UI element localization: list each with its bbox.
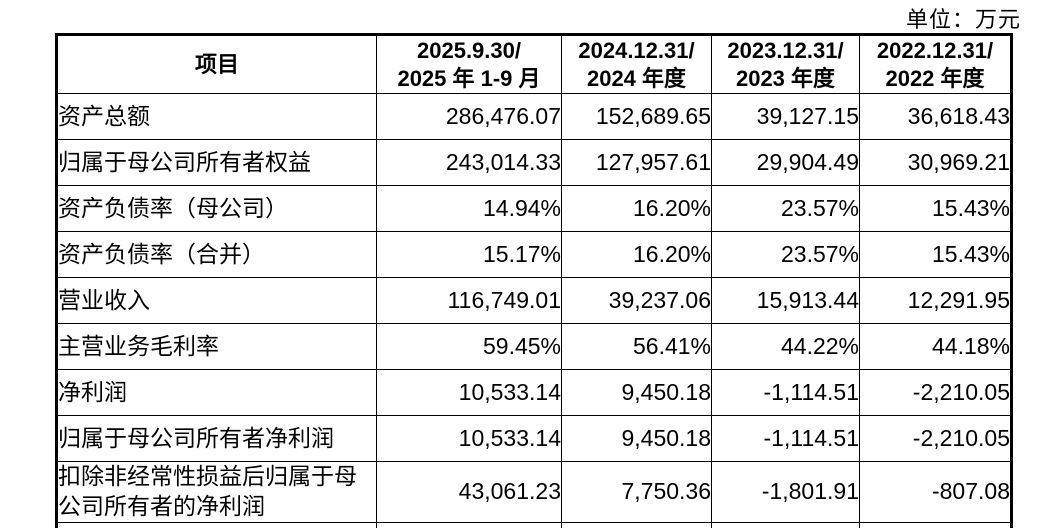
cell-value: 286,476.07 bbox=[376, 93, 562, 140]
cell-value: 56.41% bbox=[561, 323, 712, 370]
row-label bbox=[56, 521, 377, 528]
cell-value: 44.18% bbox=[859, 323, 1012, 370]
cell-value: 15.17% bbox=[376, 231, 562, 278]
financial-summary-table: 项目 2025.9.30/ 2025 年 1-9 月 2024.12.31/ 2… bbox=[55, 33, 1013, 528]
cell-value: 116,749.01 bbox=[376, 277, 562, 324]
cell-value: 36,618.43 bbox=[859, 93, 1012, 140]
cell-value: 16.20% bbox=[561, 185, 712, 232]
row-label: 扣除非经常性损益后归属于母公司所有者的净利润 bbox=[56, 461, 377, 523]
cell-value bbox=[859, 521, 1012, 528]
cell-value: -1,114.51 bbox=[711, 415, 860, 462]
header-item: 项目 bbox=[56, 34, 377, 94]
cell-value: 7,750.36 bbox=[561, 461, 712, 523]
row-label: 营业收入 bbox=[56, 277, 377, 324]
table-row: 净利润 10,533.14 9,450.18 -1,114.51 -2,210.… bbox=[56, 369, 1012, 416]
row-label: 资产负债率（母公司） bbox=[56, 185, 377, 232]
header-row: 项目 2025.9.30/ 2025 年 1-9 月 2024.12.31/ 2… bbox=[56, 34, 1012, 94]
table-row: 资产负债率（母公司） 14.94% 16.20% 23.57% 15.43% bbox=[56, 185, 1012, 232]
cell-value: 9,450.18 bbox=[561, 369, 712, 416]
cell-value bbox=[376, 521, 562, 528]
cell-value bbox=[561, 521, 712, 528]
cell-value bbox=[711, 521, 860, 528]
table-row-clipped bbox=[56, 521, 1012, 528]
cell-value: -807.08 bbox=[859, 461, 1012, 523]
cell-value: 15.43% bbox=[859, 231, 1012, 278]
cell-value: 9,450.18 bbox=[561, 415, 712, 462]
cell-value: -1,801.91 bbox=[711, 461, 860, 523]
table-row: 资产负债率（合并） 15.17% 16.20% 23.57% 15.43% bbox=[56, 231, 1012, 278]
cell-value: 59.45% bbox=[376, 323, 562, 370]
cell-value: 243,014.33 bbox=[376, 139, 562, 186]
header-period-2024: 2024.12.31/ 2024 年度 bbox=[561, 34, 712, 94]
cell-value: 29,904.49 bbox=[711, 139, 860, 186]
row-label: 资产总额 bbox=[56, 93, 377, 140]
cell-value: 39,127.15 bbox=[711, 93, 860, 140]
row-label: 归属于母公司所有者净利润 bbox=[56, 415, 377, 462]
table-row: 主营业务毛利率 59.45% 56.41% 44.22% 44.18% bbox=[56, 323, 1012, 370]
table-header: 项目 2025.9.30/ 2025 年 1-9 月 2024.12.31/ 2… bbox=[56, 34, 1012, 94]
cell-value: 39,237.06 bbox=[561, 277, 712, 324]
cell-value: -2,210.05 bbox=[859, 369, 1012, 416]
cell-value: 152,689.65 bbox=[561, 93, 712, 140]
cell-value: 23.57% bbox=[711, 231, 860, 278]
row-label: 归属于母公司所有者权益 bbox=[56, 139, 377, 186]
cell-value: 12,291.95 bbox=[859, 277, 1012, 324]
table-row: 归属于母公司所有者权益 243,014.33 127,957.61 29,904… bbox=[56, 139, 1012, 186]
cell-value: 10,533.14 bbox=[376, 369, 562, 416]
table-row: 扣除非经常性损益后归属于母公司所有者的净利润 43,061.23 7,750.3… bbox=[56, 461, 1012, 523]
cell-value: 43,061.23 bbox=[376, 461, 562, 523]
cell-value: 30,969.21 bbox=[859, 139, 1012, 186]
cell-value: -2,210.05 bbox=[859, 415, 1012, 462]
cell-value: 10,533.14 bbox=[376, 415, 562, 462]
cell-value: 15,913.44 bbox=[711, 277, 860, 324]
row-label: 资产负债率（合并） bbox=[56, 231, 377, 278]
header-period-2023: 2023.12.31/ 2023 年度 bbox=[711, 34, 860, 94]
row-label: 主营业务毛利率 bbox=[56, 323, 377, 370]
cell-value: -1,114.51 bbox=[711, 369, 860, 416]
row-label: 净利润 bbox=[56, 369, 377, 416]
cell-value: 23.57% bbox=[711, 185, 860, 232]
header-period-2022: 2022.12.31/ 2022 年度 bbox=[859, 34, 1012, 94]
cell-value: 15.43% bbox=[859, 185, 1012, 232]
header-period-2025: 2025.9.30/ 2025 年 1-9 月 bbox=[376, 34, 562, 94]
table-body: 资产总额 286,476.07 152,689.65 39,127.15 36,… bbox=[56, 93, 1012, 528]
cell-value: 16.20% bbox=[561, 231, 712, 278]
table-row: 营业收入 116,749.01 39,237.06 15,913.44 12,2… bbox=[56, 277, 1012, 324]
cell-value: 14.94% bbox=[376, 185, 562, 232]
table-row: 归属于母公司所有者净利润 10,533.14 9,450.18 -1,114.5… bbox=[56, 415, 1012, 462]
cell-value: 44.22% bbox=[711, 323, 860, 370]
unit-label: 单位：万元 bbox=[905, 7, 1021, 32]
table-row: 资产总额 286,476.07 152,689.65 39,127.15 36,… bbox=[56, 93, 1012, 140]
cell-value: 127,957.61 bbox=[561, 139, 712, 186]
